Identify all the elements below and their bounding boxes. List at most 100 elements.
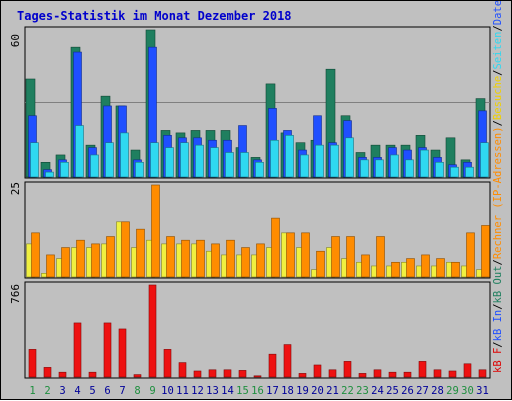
bar-rechner-day-15 [241, 247, 250, 278]
chart-title: Tages-Statistik im Monat Dezember 2018 [17, 9, 292, 23]
bar-rechner-day-26 [406, 258, 415, 278]
bar-seiten-day-16 [255, 162, 264, 178]
bar-seiten-day-8 [135, 162, 144, 178]
bar-kb-f-day-20 [313, 364, 322, 378]
day-labels: 1 2 3 4 5 6 7 8 9 10 11 12 13 14 15 16 17 18 19 20 21 22 23 24 2… [29, 385, 488, 397]
bar-kb-f-day-28 [433, 369, 442, 378]
day-label-29: 29 [446, 385, 459, 397]
bar-rechner-day-12 [196, 239, 205, 278]
day-label-16: 16 [251, 385, 264, 397]
legend-separator: / [492, 120, 504, 126]
day-label-8: 8 [134, 385, 140, 397]
bar-rechner-day-16 [256, 243, 265, 278]
bar-rechner-day-31 [481, 225, 490, 278]
bar-seiten-day-28 [435, 162, 444, 178]
day-label-22: 22 [341, 385, 354, 397]
bar-rechner-day-5 [91, 243, 100, 278]
bar-seiten-day-27 [420, 149, 429, 178]
bar-kb-f-day-6 [103, 322, 112, 378]
day-label-10: 10 [161, 385, 174, 397]
bottom-panel-border [24, 281, 491, 379]
bar-seiten-day-9 [150, 142, 159, 178]
bar-kb-f-day-21 [328, 369, 337, 378]
day-label-18: 18 [281, 385, 294, 397]
bar-rechner-day-23 [361, 254, 370, 278]
day-label-30: 30 [461, 385, 474, 397]
bar-rechner-day-17 [271, 217, 280, 278]
day-label-25: 25 [386, 385, 399, 397]
day-label-19: 19 [296, 385, 309, 397]
bar-rechner-day-27 [421, 254, 430, 278]
bar-kb-f-day-8 [133, 374, 142, 378]
bar-rechner-day-8 [136, 228, 145, 278]
bar-kb-f-day-9 [148, 284, 157, 378]
bar-kb-f-day-31 [478, 369, 487, 378]
bar-rechner-day-2 [46, 254, 55, 278]
bar-kb-f-day-18 [283, 344, 292, 378]
day-label-1: 1 [29, 385, 35, 397]
bar-seiten-day-13 [210, 147, 219, 178]
day-label-7: 7 [119, 385, 125, 397]
day-label-27: 27 [416, 385, 429, 397]
day-label-17: 17 [266, 385, 279, 397]
day-label-6: 6 [104, 385, 110, 397]
bar-kb-f-day-19 [298, 373, 307, 378]
legend-separator: / [492, 303, 504, 309]
bar-rechner-day-10 [166, 236, 175, 278]
bar-rechner-day-13 [211, 243, 220, 278]
bar-kb-f-day-3 [58, 371, 67, 378]
day-label-3: 3 [59, 385, 65, 397]
bar-rechner-day-25 [391, 261, 400, 278]
legend-seiten: Seiten [492, 32, 504, 70]
legend-separator: / [492, 69, 504, 75]
bar-rechner-day-7 [121, 221, 130, 278]
day-label-14: 14 [221, 385, 234, 397]
bar-seiten-day-4 [75, 125, 84, 178]
bar-seiten-day-15 [240, 152, 249, 178]
bar-kb-f-day-26 [403, 371, 412, 378]
bar-seiten-day-1 [30, 142, 39, 178]
bar-seiten-day-5 [90, 154, 99, 178]
bar-kb-f-day-17 [268, 353, 277, 378]
bar-seiten-day-22 [345, 137, 354, 178]
day-label-2: 2 [44, 385, 50, 397]
bar-rechner-day-22 [346, 236, 355, 278]
bar-kb-f-day-13 [208, 369, 217, 378]
day-label-4: 4 [74, 385, 80, 397]
bar-rechner-day-14 [226, 239, 235, 278]
legend-rechner-ip-adressen: Rechner (IP-Adressen) [492, 126, 504, 259]
day-label-21: 21 [326, 385, 339, 397]
bar-seiten-day-24 [375, 159, 384, 178]
bar-rechner-day-24 [376, 236, 385, 278]
bar-kb-f-day-5 [88, 371, 97, 378]
bar-rechner-day-1 [31, 232, 40, 278]
bar-kb-f-day-27 [418, 361, 427, 378]
day-label-20: 20 [311, 385, 324, 397]
day-label-11: 11 [176, 385, 189, 397]
day-label-13: 13 [206, 385, 219, 397]
bar-rechner-day-29 [451, 261, 460, 278]
bar-rechner-day-9 [151, 184, 160, 278]
legend-kb-out: kB Out [492, 266, 504, 304]
right-legend: kB F/kB In/kB Out/Rechner (IP-Adressen)/… [492, 1, 504, 373]
bar-rechner-day-30 [466, 232, 475, 278]
bottom-panel-ymax-label: 766 [9, 284, 22, 304]
day-label-31: 31 [476, 385, 489, 397]
bottom-panel-bars [28, 284, 487, 378]
bar-rechner-day-6 [106, 236, 115, 278]
bar-rechner-day-11 [181, 239, 190, 278]
bar-seiten-day-20 [315, 144, 324, 178]
bar-seiten-day-14 [225, 152, 234, 178]
bar-seiten-day-23 [360, 159, 369, 178]
day-label-23: 23 [356, 385, 369, 397]
legend-kb-in: kB In [492, 310, 504, 342]
bar-seiten-day-2 [45, 171, 54, 178]
bar-seiten-day-18 [285, 135, 294, 178]
day-label-9: 9 [149, 385, 155, 397]
top-panel-ymax-label: 60 [9, 34, 22, 47]
bar-seiten-day-26 [405, 159, 414, 178]
bar-rechner-day-18 [286, 232, 295, 278]
day-label-5: 5 [89, 385, 95, 397]
bar-rechner-day-21 [331, 236, 340, 278]
